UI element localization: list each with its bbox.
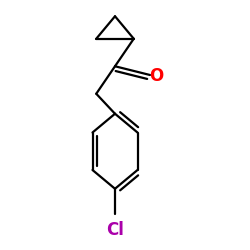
Text: Cl: Cl xyxy=(106,221,124,239)
Text: O: O xyxy=(149,67,164,85)
